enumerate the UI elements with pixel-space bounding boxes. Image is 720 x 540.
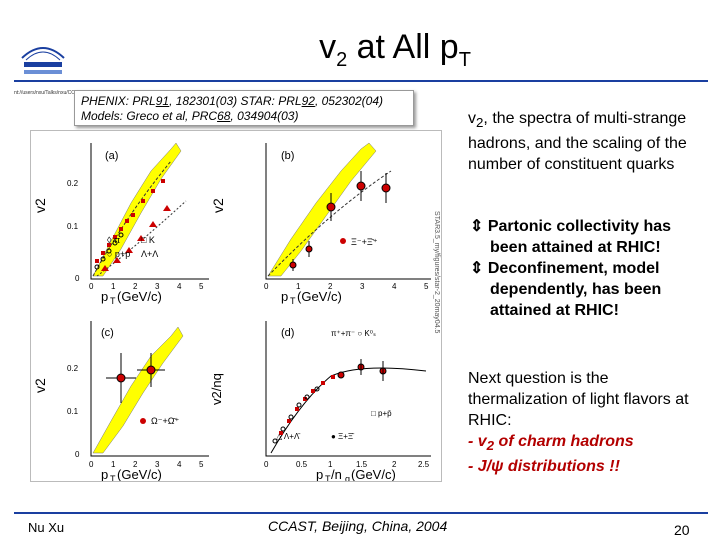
- svg-text:5: 5: [199, 282, 204, 291]
- svg-text:T: T: [110, 296, 116, 306]
- logo-caption: nt://users/nxu/Talks/nxu/CCAST_2004/pptx…: [14, 90, 118, 96]
- svg-text:(c): (c): [101, 327, 114, 339]
- svg-text:0: 0: [264, 460, 269, 469]
- intro-paragraph: v2, the spectra of multi-strange hadrons…: [468, 110, 687, 174]
- svg-text:0: 0: [75, 450, 80, 459]
- panel-c: (c) v2 Ω⁻+Ω̄⁺ p T (GeV/c) 0 1 2 3 4 5 0 0.1 0.2: [32, 321, 209, 482]
- reference-line-2: Models: Greco et al, PRC68, 034904(03): [81, 109, 299, 123]
- svg-text:□ p+p̄: □ p+p̄: [371, 409, 392, 418]
- svg-text:2: 2: [328, 282, 333, 291]
- figure-side-note: STAR3.5_my/figures/star-2_20may04.5: [433, 211, 440, 334]
- svg-text:○ p+p: ○ p+p: [107, 249, 130, 259]
- svg-text:□ K: □ K: [141, 235, 155, 245]
- svg-text:0.2: 0.2: [67, 364, 79, 373]
- svg-text:3: 3: [155, 282, 160, 291]
- bullet-deconfinement: ⇕ Deconfinement, model dependently, has …: [470, 260, 662, 319]
- svg-text:0: 0: [89, 282, 94, 291]
- svg-text:5: 5: [424, 282, 429, 291]
- next-question-text: Next question is the thermalization of l…: [468, 370, 689, 429]
- reference-line-1: PHENIX: PRL91, 182301(03) STAR: PRL92, 0…: [81, 94, 383, 108]
- svg-text:0.2: 0.2: [67, 179, 79, 188]
- item-charm-v2: - v2 of charm hadrons: [468, 433, 634, 454]
- header-divider: [14, 80, 708, 82]
- page-number: 20: [674, 522, 690, 538]
- bullet-partonic-collectivity: ⇕ Partonic collectivity has been attaine…: [470, 218, 672, 256]
- svg-text:4: 4: [177, 460, 182, 469]
- svg-text:p: p: [316, 467, 323, 482]
- svg-text:π⁺+π⁻ ○ K⁰ₛ: π⁺+π⁻ ○ K⁰ₛ: [331, 329, 376, 338]
- svg-text:1.5: 1.5: [356, 460, 368, 469]
- panel-b: (b) v2 Ξ⁻+Ξ̄⁺ p T (GeV/c) 0 1 2 3 4 5: [210, 142, 431, 306]
- next-question-paragraph: Next question is the thermalization of l…: [468, 368, 708, 477]
- svg-text:p: p: [281, 289, 288, 304]
- svg-text:T: T: [325, 474, 331, 482]
- svg-text:4: 4: [392, 282, 397, 291]
- svg-text:v2: v2: [210, 198, 226, 213]
- svg-text:0.1: 0.1: [67, 407, 79, 416]
- svg-text:3: 3: [155, 460, 160, 469]
- svg-text:/n: /n: [331, 467, 342, 482]
- svg-text:0: 0: [75, 274, 80, 283]
- svg-text:0.5: 0.5: [296, 460, 308, 469]
- svg-text:5: 5: [199, 460, 204, 469]
- svg-text:1: 1: [111, 460, 116, 469]
- svg-text:p: p: [101, 467, 108, 482]
- svg-text:v2/nq: v2/nq: [209, 373, 224, 405]
- svg-text:v2: v2: [32, 378, 48, 393]
- slide-title: v2 at All pT: [319, 28, 471, 71]
- svg-text:0.1: 0.1: [67, 222, 79, 231]
- svg-text:(GeV/c): (GeV/c): [297, 289, 342, 304]
- reference-box: PHENIX: PRL91, 182301(03) STAR: PRL92, 0…: [74, 90, 414, 126]
- svg-text:2.5: 2.5: [418, 460, 430, 469]
- svg-text:3: 3: [360, 282, 365, 291]
- svg-text:T: T: [110, 474, 116, 482]
- up-down-arrow-icon: ⇕: [470, 260, 484, 277]
- footer-author: Nu Xu: [28, 520, 65, 535]
- svg-text:2: 2: [392, 460, 397, 469]
- item-jpsi: - J/ψ distributions !!: [468, 458, 620, 476]
- svg-text:1: 1: [111, 282, 116, 291]
- svg-text:(b): (b): [281, 150, 294, 162]
- svg-text:4: 4: [177, 282, 182, 291]
- svg-text:(GeV/c): (GeV/c): [117, 467, 162, 482]
- svg-text:Ω⁻+Ω̄⁺: Ω⁻+Ω̄⁺: [151, 416, 179, 426]
- svg-text:◊ π: ◊ π: [107, 235, 120, 245]
- svg-text:(d): (d): [281, 327, 294, 339]
- svg-text:p: p: [101, 289, 108, 304]
- svg-text:Ξ⁻+Ξ̄⁺: Ξ⁻+Ξ̄⁺: [351, 237, 378, 247]
- svg-text:(GeV/c): (GeV/c): [117, 289, 162, 304]
- footer-divider: [14, 512, 708, 514]
- panel-d: (d) v2/nq π⁺+π⁻ ○ K⁰ₛ □ p+p̄ △ Λ+Λ̄ ● Ξ+Ξ…: [209, 321, 431, 482]
- svg-text:2: 2: [133, 282, 138, 291]
- svg-text:1: 1: [296, 282, 301, 291]
- up-down-arrow-icon: ⇕: [470, 218, 484, 235]
- svg-text:(GeV/c): (GeV/c): [351, 467, 396, 482]
- svg-text:0: 0: [89, 460, 94, 469]
- footer-venue: CCAST, Beijing, China, 2004: [268, 518, 448, 534]
- svg-text:0: 0: [264, 282, 269, 291]
- svg-text:Λ+Λ: Λ+Λ: [141, 249, 158, 259]
- svg-text:2: 2: [133, 460, 138, 469]
- svg-text:(a): (a): [105, 150, 118, 162]
- svg-text:q: q: [345, 474, 350, 482]
- svg-text:△ Λ+Λ̄: △ Λ+Λ̄: [276, 432, 301, 441]
- svg-text:● Ξ+Ξ̄: ● Ξ+Ξ̄: [331, 432, 355, 441]
- lab-logo-icon: [21, 47, 65, 74]
- svg-text:v2: v2: [32, 198, 48, 213]
- svg-text:1: 1: [328, 460, 333, 469]
- conclusion-bullets: ⇕ Partonic collectivity has been attaine…: [470, 216, 710, 321]
- svg-text:T: T: [290, 296, 296, 306]
